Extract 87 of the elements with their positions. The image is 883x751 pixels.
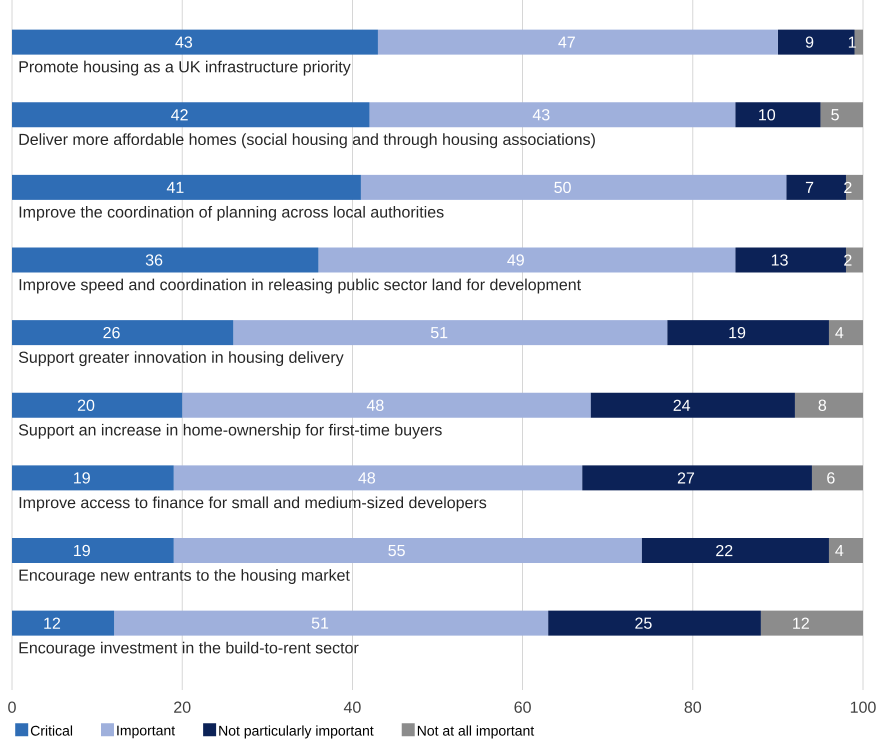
bar (548, 610, 761, 636)
x-tick-label: 100 (850, 702, 876, 713)
bar (12, 392, 182, 418)
data-label: 48 (358, 472, 376, 484)
bar (812, 465, 864, 490)
bar (360, 174, 786, 200)
data-label: 25 (635, 618, 652, 629)
data-label: 48 (366, 400, 384, 411)
bar (182, 392, 591, 418)
bar (12, 465, 174, 490)
data-label: 10 (759, 109, 776, 120)
bar (582, 465, 812, 490)
bar (12, 174, 361, 200)
data-label: 49 (507, 254, 524, 266)
data-label: 27 (678, 472, 694, 484)
data-label: 1 (848, 36, 856, 48)
data-label: 50 (554, 182, 571, 194)
y-tick-label: Deliver more affordable homes (social housing and through housing associations) (20, 133, 595, 148)
y-tick-label: Encourage new entrants to the housing market (20, 569, 350, 584)
bar (369, 102, 736, 128)
data-label: 13 (772, 254, 788, 266)
bar (794, 392, 864, 418)
bar (828, 320, 864, 346)
bar (735, 102, 820, 128)
bar (12, 102, 370, 128)
bar (174, 538, 642, 564)
bar (854, 30, 864, 55)
x-tick-label: 60 (514, 702, 531, 713)
y-tick-label: Support an increase in home-ownership for first-time buyers (18, 424, 442, 439)
data-label: 24 (674, 400, 690, 411)
bar (778, 30, 854, 55)
legend-label: Important (117, 726, 176, 738)
data-label: 12 (44, 618, 60, 629)
y-tick-label: Improve the coordination of planning across local authorities (20, 206, 444, 221)
data-label: 36 (146, 254, 162, 266)
data-label: 22 (716, 544, 732, 556)
legend-label: Critical (30, 725, 72, 736)
bar (12, 30, 378, 55)
x-tick-label: 40 (344, 702, 361, 713)
data-label: 4 (835, 327, 844, 338)
y-tick-label: Promote housing as a UK infrastructure priority (20, 60, 351, 76)
data-label: 4 (835, 545, 844, 556)
bar (642, 538, 829, 564)
data-label: 20 (78, 400, 94, 411)
data-label: 19 (729, 326, 746, 338)
x-tick-label: 20 (174, 702, 190, 713)
bar (12, 248, 318, 273)
bar (735, 248, 846, 273)
data-label: 43 (532, 109, 550, 120)
bar (786, 174, 846, 200)
data-label: 7 (806, 182, 814, 193)
data-label: 5 (831, 109, 839, 120)
y-tick-label: Improve speed and coordination in releasing public sector land for development (20, 278, 581, 294)
legend-label: Not particularly important (219, 725, 374, 738)
bar (12, 610, 114, 636)
data-label: 43 (175, 36, 192, 48)
data-label: 19 (74, 472, 90, 484)
data-label: 51 (312, 618, 328, 629)
data-label: 55 (388, 544, 405, 556)
x-tick-label: 0 (8, 702, 16, 713)
bar (318, 248, 736, 273)
data-label: 42 (171, 109, 188, 120)
x-tick-label: 80 (684, 702, 702, 713)
bar (12, 320, 234, 346)
bar (233, 320, 668, 346)
data-label: 9 (806, 36, 814, 48)
data-label: 51 (430, 327, 448, 338)
data-label: 26 (103, 326, 120, 338)
bar (12, 538, 174, 564)
bar (114, 610, 548, 636)
y-tick-label: Support greater innovation in housing delivery (18, 351, 344, 366)
data-label: 6 (827, 472, 835, 484)
data-label: 12 (793, 618, 809, 629)
data-label: 19 (74, 544, 90, 556)
y-tick-label: Encourage investment in the build-to-rent sector (20, 642, 359, 657)
y-tick-label: Improve access to finance for small and medium-sized developers (20, 496, 486, 512)
data-label: 41 (166, 182, 184, 193)
bar (760, 610, 864, 636)
bar (174, 465, 582, 490)
bar (820, 102, 864, 128)
bar (378, 30, 778, 55)
data-label: 8 (818, 400, 826, 411)
bar (590, 392, 795, 418)
legend-label: Not at all important (418, 725, 534, 738)
data-label: 47 (558, 36, 575, 48)
bar (828, 538, 864, 564)
bar (667, 320, 829, 346)
